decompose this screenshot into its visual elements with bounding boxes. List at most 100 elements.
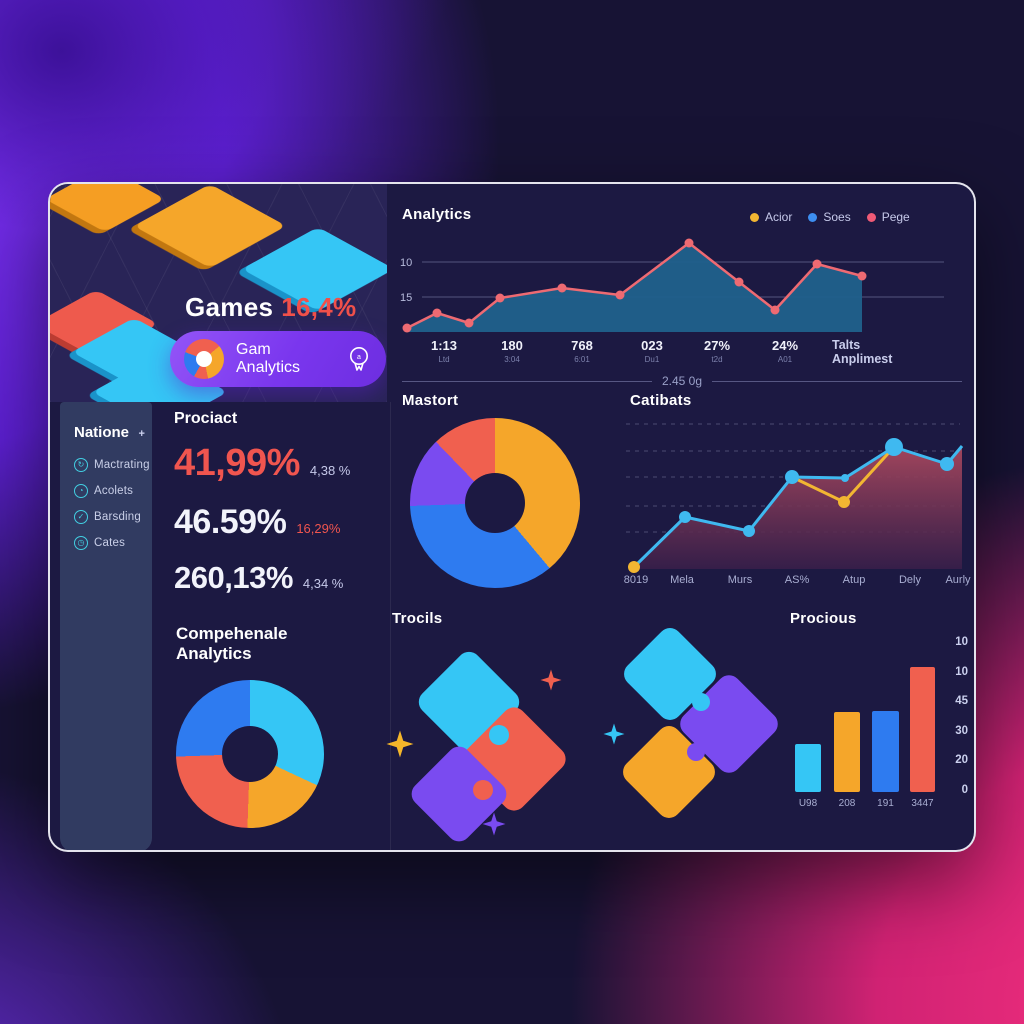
legend-label: Soes [823,210,851,224]
compehenale-title-line1: Compehenale [176,624,288,643]
stat-value: 41,99% [174,442,300,484]
procious-y-tick: 10 [955,665,968,678]
analytics-x-label: 27% t2d [704,338,730,364]
procious-x-label: 208 [838,798,856,809]
sidebar-item-icon: ◷ [74,536,88,550]
stat-delta: 4,38 % [309,463,351,478]
stat-delta: 16,29% [296,521,341,536]
legend-label: Pege [881,210,910,224]
procious-x-labels: U98 208 191 3447 [790,798,940,812]
catibats-x-label: Atup [842,574,866,586]
sidebar-title-row: Natione + [74,424,152,442]
bar-3447 [910,667,935,792]
analytics-x-label: Talts Anplimest [832,338,918,366]
bar-208 [834,712,860,792]
procious-x-label: 3447 [911,798,934,809]
x-label-sub: Du1 [644,355,660,364]
x-label-value: 27% [703,338,731,353]
sparkle-icon [540,669,562,691]
stat-value: 260,13% [174,560,293,595]
trocils-title: Trocils [392,610,443,627]
procious-y-tick: 0 [961,783,968,796]
sidebar-item-acolets[interactable]: ◔ Acolets [74,484,152,498]
prociact-panel: Prociact 41,99% 4,38 % 46.59% 16,29% 260,13%… [174,410,390,614]
catibats-line-chart [626,423,964,573]
games-label: Games [185,292,274,322]
procious-y-tick: 20 [955,754,968,767]
legend-item-pege[interactable]: Pege [866,210,910,224]
catibats-x-label: Aurly [945,574,971,586]
catibats-x-label: Mela [670,574,694,586]
bar-191 [872,711,899,792]
catibats-x-labels: 8019 Mela Murs AS% Atup Dely Aurly [622,574,971,588]
app-title-line1: Gam [236,341,271,359]
trocils-illustration [386,623,797,850]
sidebar-item-icon: ↻ [74,458,88,472]
sidebar-item-barsding[interactable]: ✓ Barsding [74,510,152,524]
app-logo-icon [184,339,224,379]
x-label-sub: Ltd [438,355,450,364]
sidebar-item-label: Acolets [94,485,134,497]
legend-dot-icon [750,212,759,222]
compehenale-title-line2: Analytics [176,644,252,664]
sidebar-item-label: Barsding [94,511,141,523]
column-divider [390,402,391,850]
x-label-value: Talts Anplimest [832,338,893,366]
procious-y-ticks: 10 10 45 30 20 0 [944,636,968,796]
analytics-title: Analytics [402,206,472,223]
sidebar-item-label: Mactrating [94,459,150,471]
sparkle-icon [603,723,625,745]
stat-row: 46.59% 16,29% [174,503,390,542]
catibats-x-label: Dely [898,574,922,586]
games-metric: Games 16,4% [185,292,356,323]
analytics-area-chart: 10 15 [400,238,944,333]
analytics-legend: Acior Soes Pege [750,210,910,224]
catibats-x-label: 8019 [623,574,649,586]
analytics-x-label: 180 3:04 [501,338,523,364]
analytics-x-label: 023 Du1 [641,338,663,364]
procious-title: Procious [790,610,857,627]
sparkle-icon [386,730,414,758]
legend-label: Acior [765,210,793,224]
app-pill-button[interactable]: Gam Analytics a [170,331,386,387]
badge-search-icon[interactable]: a [346,345,372,373]
sidebar-items: ↻ Mactrating ◔ Acolets ✓ Barsding ◷ Cates [74,458,152,550]
bar-U98 [795,744,821,792]
x-label-value: 1:13 [430,338,458,353]
sidebar-item-cates[interactable]: ◷ Cates [74,536,152,550]
stat-value: 46.59% [174,503,287,541]
sidebar-item-icon: ✓ [74,510,88,524]
stat-row: 260,13% 4,34 % [174,560,390,596]
app-title-line2: Analytics [236,359,301,376]
legend-item-soes[interactable]: Soes [808,210,851,224]
x-label-sub: A01 [777,355,793,364]
procious-bar-chart [790,652,940,792]
sidebar-item-mactrating[interactable]: ↻ Mactrating [74,458,152,472]
legend-dot-icon [866,212,876,222]
puzzle-knob [692,693,710,711]
procious-y-tick: 30 [955,724,968,737]
catibats-x-label: AS% [784,574,810,586]
svg-text:15: 15 [400,292,412,304]
x-label-sub: 3:04 [504,355,520,364]
prociact-stats: 41,99% 4,38 % 46.59% 16,29% 260,13% 4,34 % [174,442,390,596]
x-label-value: 023 [641,338,663,353]
sidebar-add-button[interactable]: + [138,428,145,440]
catibats-x-label: Murs [727,574,753,586]
app-title: Gam Analytics [236,341,334,377]
x-label-sub: 6:01 [574,355,590,364]
procious-x-label: 191 [877,798,894,809]
analytics-x-labels: 1:13 Ltd 180 3:04 768 6:01 023 Du1 27% t2d 24% A01 T… [392,338,968,378]
hero-panel: Games 16,4% Gam Analytics a [50,184,387,402]
svg-text:a: a [357,354,361,361]
sidebar: Natione + ↻ Mactrating ◔ Acolets ✓ Barsding ◷ C… [60,402,152,850]
legend-item-acior[interactable]: Acior [750,210,792,224]
analytics-footer: 2.45 0g [402,374,963,388]
puzzle-knob [473,780,493,800]
sidebar-item-label: Cates [94,537,126,549]
sidebar-title: Natione [74,424,130,441]
catibats-title: Catibats [630,392,692,409]
compehenale-donut-chart [176,680,324,828]
x-label-sub: t2d [711,355,723,364]
legend-dot-icon [808,212,818,222]
